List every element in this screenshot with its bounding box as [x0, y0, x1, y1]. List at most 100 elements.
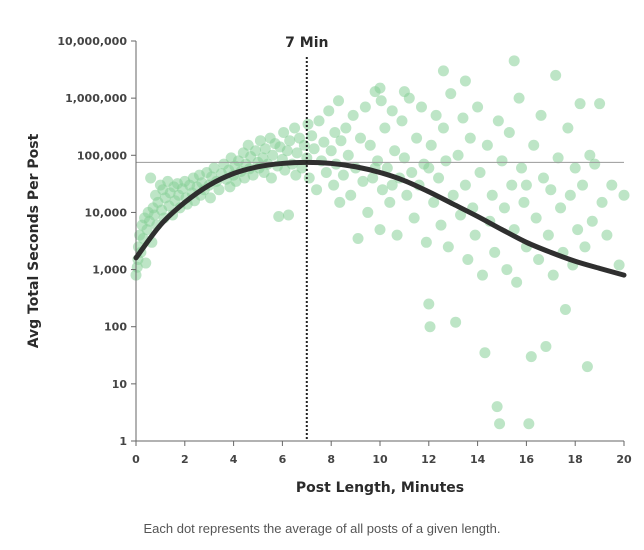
data-point	[239, 172, 251, 184]
y-tick-label: 1,000	[92, 264, 127, 277]
data-point	[291, 147, 303, 159]
scatter-chart: 0 2 4 6 8 10 12 14 16 18 20 1 10 100 1,000 10,000 100,0…	[26, 35, 632, 496]
x-tick-label: 4	[230, 453, 238, 466]
y-tick-label: 100	[104, 321, 127, 334]
data-point	[433, 172, 445, 184]
data-point	[523, 418, 535, 430]
data-point	[379, 122, 391, 134]
data-point	[459, 75, 471, 87]
x-tick-label: 12	[421, 453, 436, 466]
data-point	[601, 229, 613, 241]
data-point	[472, 101, 484, 113]
data-point	[328, 179, 340, 191]
data-point	[584, 149, 596, 161]
data-point	[289, 122, 301, 134]
data-point	[464, 132, 476, 144]
data-point	[430, 109, 442, 121]
data-point	[594, 98, 606, 110]
x-tick-label: 0	[132, 453, 140, 466]
trend-curve	[133, 159, 627, 278]
data-point	[273, 210, 285, 222]
data-point	[423, 162, 435, 174]
data-point	[492, 115, 504, 127]
data-point	[389, 145, 401, 157]
data-point	[303, 172, 315, 184]
data-point	[374, 224, 386, 236]
data-point	[618, 189, 630, 201]
data-point	[613, 259, 625, 271]
data-point	[569, 162, 581, 174]
y-tick-label: 1	[119, 435, 127, 448]
data-point	[437, 65, 449, 77]
data-point	[396, 115, 408, 127]
data-point	[589, 158, 601, 170]
y-tick-label: 10,000	[85, 206, 128, 219]
data-point	[386, 179, 398, 191]
x-tick-label: 8	[327, 453, 335, 466]
data-point	[506, 179, 518, 191]
data-point	[247, 169, 259, 181]
data-point	[284, 135, 296, 147]
data-point	[508, 55, 520, 67]
data-point	[347, 109, 359, 121]
data-point	[140, 257, 152, 269]
x-tick-label: 14	[470, 453, 486, 466]
data-point	[530, 212, 542, 224]
data-point	[452, 149, 464, 161]
data-point	[428, 196, 440, 208]
data-point	[281, 145, 293, 157]
data-point	[552, 152, 564, 164]
data-point	[278, 127, 290, 139]
data-points	[130, 55, 630, 430]
x-tick-label: 10	[372, 453, 388, 466]
data-point	[535, 109, 547, 121]
data-point	[391, 229, 403, 241]
data-point	[357, 175, 369, 187]
data-point	[442, 241, 454, 253]
data-point	[450, 316, 462, 328]
data-point	[545, 184, 557, 196]
data-point	[279, 164, 291, 176]
data-point	[498, 202, 510, 214]
data-point	[386, 105, 398, 117]
x-tick-label: 16	[519, 453, 535, 466]
data-point	[381, 162, 393, 174]
data-point	[542, 229, 554, 241]
data-point	[457, 112, 469, 124]
x-axis-ticks: 0 2 4 6 8 10 12 14 16 18 20	[132, 441, 632, 466]
data-point	[318, 136, 330, 148]
y-axis-ticks: 1 10 100 1,000 10,000 100,000 1,000,000 10,000,…	[57, 35, 136, 448]
data-point	[455, 209, 467, 221]
data-point	[550, 69, 562, 81]
data-point	[398, 86, 410, 98]
x-axis-title: Post Length, Minutes	[296, 480, 464, 496]
data-point	[445, 88, 457, 100]
data-point	[459, 179, 471, 191]
data-point	[306, 130, 318, 142]
data-point	[415, 101, 427, 113]
data-point	[474, 166, 486, 178]
data-point	[525, 351, 537, 363]
data-point	[481, 139, 493, 151]
data-point	[494, 418, 506, 430]
data-point	[345, 189, 357, 201]
data-point	[559, 304, 571, 316]
data-point	[362, 206, 374, 218]
data-point	[489, 246, 501, 258]
data-point	[516, 162, 528, 174]
y-axis-title: Avg Total Seconds Per Post	[26, 133, 42, 348]
data-point	[267, 149, 279, 161]
data-point	[408, 212, 420, 224]
data-point	[440, 155, 452, 167]
data-point	[359, 101, 371, 113]
data-point	[486, 189, 498, 201]
data-point	[335, 135, 347, 147]
data-point	[572, 224, 584, 236]
data-point	[469, 229, 481, 241]
data-point	[562, 122, 574, 134]
data-point	[337, 169, 349, 181]
y-tick-label: 10,000,000	[57, 35, 127, 48]
data-point	[503, 127, 515, 139]
x-tick-label: 20	[616, 453, 632, 466]
y-tick-label: 10	[112, 378, 128, 391]
